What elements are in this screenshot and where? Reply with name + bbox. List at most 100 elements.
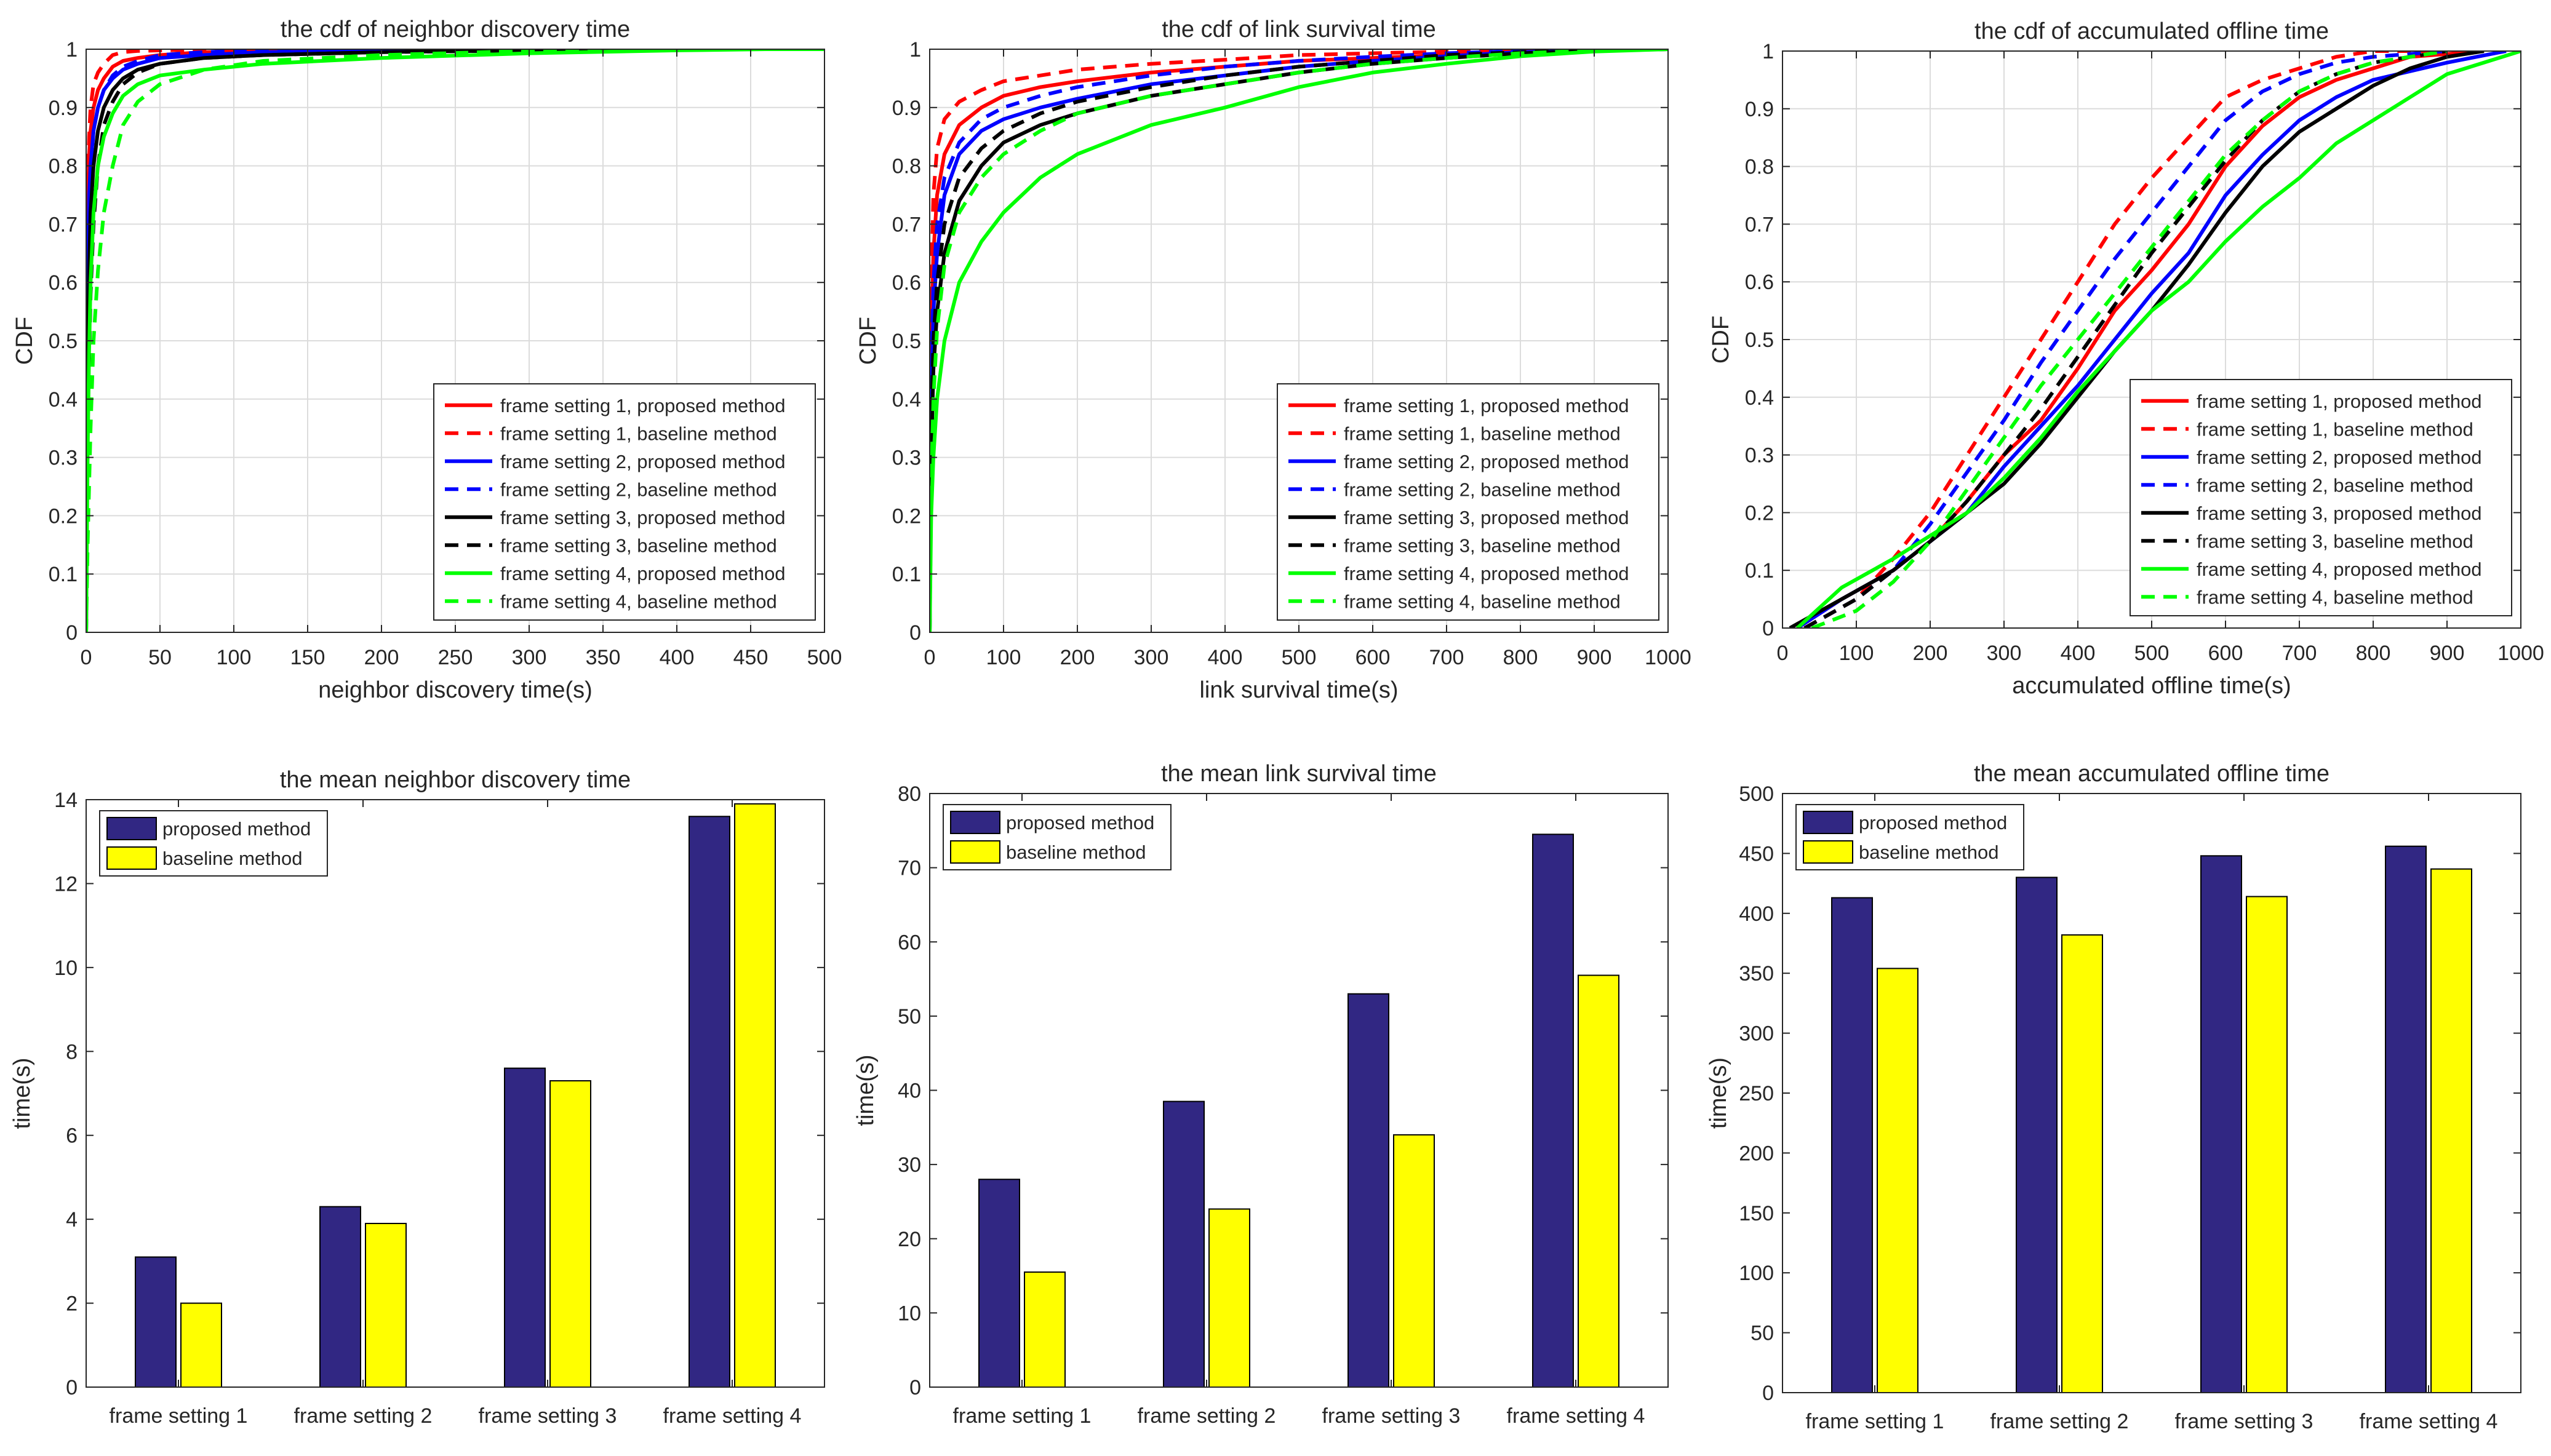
tick-label-x: 0 xyxy=(924,646,936,669)
tick-label-y: 0.8 xyxy=(49,155,78,178)
legend-swatch xyxy=(1803,840,1853,864)
legend-swatch xyxy=(106,846,157,870)
tick-label-y: 0.4 xyxy=(1745,386,1774,410)
tick-label-y: 0.7 xyxy=(1745,213,1774,236)
tick-label-y: 0.7 xyxy=(892,213,921,236)
tick-label-y: 0.6 xyxy=(1745,271,1774,294)
tick-label-x: 350 xyxy=(586,646,621,669)
tick-label-y: 450 xyxy=(1739,842,1774,865)
chart-title: the cdf of neighbor discovery time xyxy=(281,17,630,42)
tick-label-y: 1 xyxy=(66,38,78,62)
y-axis-label: time(s) xyxy=(9,1057,35,1129)
tick-label-y: 350 xyxy=(1739,962,1774,985)
bar xyxy=(180,1302,222,1388)
bar xyxy=(2385,845,2427,1394)
tick-label-y: 1 xyxy=(1762,40,1774,63)
legend-label: frame setting 2, proposed method xyxy=(500,451,786,472)
tick-label-x: frame setting 4 xyxy=(663,1404,802,1428)
tick-label-y: 6 xyxy=(66,1124,78,1148)
tick-label-y: 50 xyxy=(898,1005,921,1028)
tick-label-y: 70 xyxy=(898,857,921,880)
bar xyxy=(1831,897,1873,1393)
tick-label-y: 0.2 xyxy=(892,504,921,528)
series-line-4 xyxy=(86,49,824,632)
tick-label-x: frame setting 2 xyxy=(294,1404,433,1428)
legend-label: frame setting 3, baseline method xyxy=(2197,530,2473,552)
tick-label-y: 0.6 xyxy=(892,271,921,295)
tick-label-x: 400 xyxy=(2061,642,2096,665)
legend-label: frame setting 1, baseline method xyxy=(500,423,777,444)
legend-swatch xyxy=(950,811,1000,834)
tick-label-y: 0.2 xyxy=(49,504,78,528)
tick-label-y: 0.9 xyxy=(892,97,921,120)
tick-label-y: 0 xyxy=(909,1376,921,1399)
bar xyxy=(2200,855,2242,1393)
tick-label-x: 600 xyxy=(2208,642,2243,665)
legend-label: frame setting 3, proposed method xyxy=(2197,503,2482,524)
tick-label-y: 0.6 xyxy=(49,271,78,295)
tick-label-x: frame setting 1 xyxy=(953,1404,1092,1428)
tick-label-y: 10 xyxy=(54,957,78,980)
axes-box xyxy=(86,799,825,1388)
legend: frame setting 1, proposed method frame se… xyxy=(433,383,816,621)
tick-label-y: 20 xyxy=(898,1228,921,1251)
tick-label-y: 50 xyxy=(1751,1322,1774,1345)
tick-label-x: 500 xyxy=(1282,646,1317,669)
tick-label-y: 0 xyxy=(1762,617,1774,640)
tick-label-x: frame setting 3 xyxy=(2175,1410,2313,1433)
tick-label-x: 100 xyxy=(1839,642,1874,665)
legend-label: frame setting 2, proposed method xyxy=(2197,447,2482,468)
y-axis-label: time(s) xyxy=(853,1054,879,1126)
legend-label: frame setting 4, proposed method xyxy=(2197,559,2482,580)
legend-swatch xyxy=(950,840,1000,864)
tick-label-x: 800 xyxy=(1503,646,1538,669)
bar xyxy=(1532,833,1574,1388)
legend-label: frame setting 3, baseline method xyxy=(500,535,777,556)
series-line-8 xyxy=(86,49,824,632)
bar xyxy=(2061,934,2103,1393)
bar xyxy=(2016,877,2058,1393)
tick-label-y: 0.9 xyxy=(49,97,78,120)
series-line-6 xyxy=(1803,51,2448,628)
legend-label: frame setting 3, baseline method xyxy=(1344,535,1621,556)
chart-cdf-ndt: 0 50 100 150 200 250 300 350 400 450 500 0 0.1 0.2 0.3… xyxy=(12,17,842,703)
legend-label: frame setting 4, baseline method xyxy=(500,591,777,612)
tick-label-x: 900 xyxy=(1577,646,1612,669)
tick-label-x: 0 xyxy=(81,646,92,669)
tick-label-y: 400 xyxy=(1739,902,1774,926)
tick-label-x: 100 xyxy=(986,646,1021,669)
series-line-2 xyxy=(930,49,1668,632)
legend-label: frame setting 2, baseline method xyxy=(2197,474,2473,496)
series-line-6 xyxy=(930,49,1668,632)
series-line-4 xyxy=(930,49,1668,632)
tick-label-y: 0 xyxy=(66,1376,78,1399)
bar xyxy=(1877,968,1918,1393)
legend-label: baseline method xyxy=(1006,841,1146,863)
legend-label: frame setting 2, baseline method xyxy=(1344,479,1621,500)
tick-label-y: 40 xyxy=(898,1080,921,1103)
tick-label-x: 700 xyxy=(1429,646,1464,669)
tick-label-y: 0.7 xyxy=(49,213,78,236)
tick-label-x: 250 xyxy=(438,646,473,669)
bar xyxy=(1163,1100,1205,1388)
tick-label-y: 0.3 xyxy=(49,447,78,470)
y-axis-label: time(s) xyxy=(1706,1057,1731,1129)
bar xyxy=(734,803,776,1388)
tick-label-x: frame setting 2 xyxy=(1990,1410,2129,1433)
legend: proposed method baseline method xyxy=(1795,804,2024,870)
legend-label: baseline method xyxy=(162,848,303,869)
tick-label-y: 1 xyxy=(909,38,921,62)
bar xyxy=(1578,974,1619,1388)
legend-box xyxy=(1277,383,1659,621)
tick-label-x: 500 xyxy=(2134,642,2170,665)
tick-label-y: 0 xyxy=(66,621,78,645)
tick-label-y: 0.5 xyxy=(49,330,78,353)
tick-label-x: 0 xyxy=(1777,642,1789,665)
bar xyxy=(1347,993,1389,1388)
tick-label-y: 30 xyxy=(898,1153,921,1177)
x-axis-label: neighbor discovery time(s) xyxy=(318,677,593,703)
legend-label: frame setting 3, proposed method xyxy=(1344,507,1629,528)
bar xyxy=(135,1256,177,1388)
legend-swatch xyxy=(1803,811,1853,834)
tick-label-y: 250 xyxy=(1739,1082,1774,1105)
